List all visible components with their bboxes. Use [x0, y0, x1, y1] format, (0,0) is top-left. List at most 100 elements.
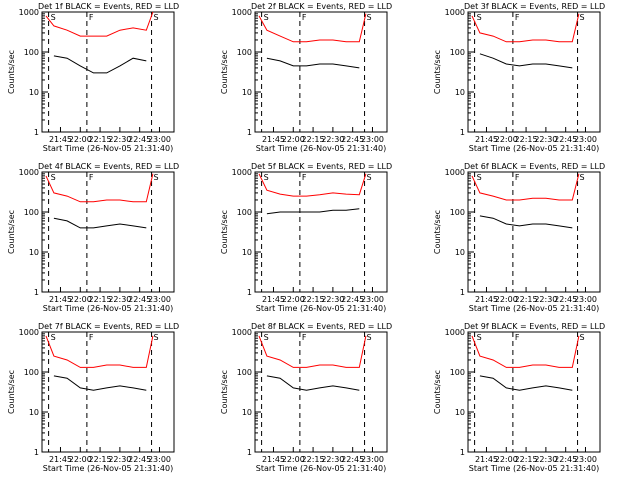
plot-frame: [467, 331, 601, 453]
marker-label: F: [89, 173, 94, 182]
x-tick-label: 22:30: [534, 295, 557, 304]
x-tick-label: 23:00: [574, 135, 597, 144]
y-tick-label: 10: [242, 88, 252, 97]
series-line: [471, 335, 580, 368]
x-tick-label: 22:15: [89, 455, 112, 464]
x-tick-label: 22:45: [341, 455, 364, 464]
y-tick-label: 10: [29, 248, 39, 257]
series-line: [266, 208, 360, 215]
marker-label: F: [89, 13, 94, 22]
x-tick-label: 22:15: [89, 295, 112, 304]
panel-title: Det 9f BLACK = Events, RED = LLD: [464, 322, 605, 331]
y-tick-label: 1: [34, 128, 39, 137]
marker-label: F: [302, 13, 307, 22]
x-tick-label: 21:45: [475, 295, 498, 304]
y-axis-label: Counts/sec: [433, 50, 442, 94]
y-tick-label: 1000: [232, 8, 252, 17]
y-tick-label: 100: [450, 48, 465, 57]
y-axis-label: Counts/sec: [220, 50, 229, 94]
x-tick-label: 23:00: [148, 295, 171, 304]
x-tick-label: 22:00: [282, 135, 305, 144]
x-tick-label: 22:45: [554, 295, 577, 304]
y-tick-label: 100: [237, 48, 252, 57]
marker-label: S: [264, 173, 269, 182]
y-tick-label: 1000: [232, 168, 252, 177]
panel-det-9: Det 9f BLACK = Events, RED = LLD 1 10 100 10…: [433, 322, 605, 473]
x-tick-label: 22:30: [108, 135, 131, 144]
x-tick-label: 23:00: [361, 455, 384, 464]
x-tick-label: 21:45: [262, 135, 285, 144]
y-tick-label: 1000: [445, 8, 465, 17]
plot-frame: [41, 331, 175, 453]
y-tick-label: 1000: [445, 168, 465, 177]
x-tick-label: 22:45: [341, 295, 364, 304]
x-axis-label: Start Time (26-Nov-05 21:31:40): [256, 464, 386, 473]
x-tick-label: 22:00: [69, 135, 92, 144]
marker-label: F: [302, 173, 307, 182]
plot-frame: [254, 11, 388, 133]
y-tick-label: 1000: [19, 328, 39, 337]
series-line: [471, 13, 580, 43]
series-line: [479, 375, 573, 391]
y-tick-label: 100: [237, 368, 252, 377]
plot-frame: [41, 11, 175, 133]
x-tick-label: 22:15: [515, 455, 538, 464]
y-tick-label: 1: [34, 448, 39, 457]
y-tick-label: 100: [450, 368, 465, 377]
marker-label: S: [264, 333, 269, 342]
x-tick-label: 22:15: [515, 295, 538, 304]
marker-label: S: [477, 173, 482, 182]
y-tick-label: 1000: [232, 328, 252, 337]
x-axis-label: Start Time (26-Nov-05 21:31:40): [469, 464, 599, 473]
x-tick-label: 22:00: [495, 295, 518, 304]
panel-det-1: Det 1f BLACK = Events, RED = LLD 1 10 100 10…: [7, 2, 179, 153]
x-tick-label: 23:00: [148, 135, 171, 144]
marker-label: S: [477, 333, 482, 342]
series-line: [53, 55, 147, 74]
y-axis-label: Counts/sec: [220, 370, 229, 414]
x-tick-label: 22:00: [69, 455, 92, 464]
x-tick-label: 21:45: [49, 295, 72, 304]
y-tick-label: 1000: [19, 168, 39, 177]
y-tick-label: 100: [237, 208, 252, 217]
series-line: [258, 335, 367, 368]
panel-det-7: Det 7f BLACK = Events, RED = LLD 1 10 100 10…: [7, 322, 179, 473]
x-tick-label: 21:45: [262, 295, 285, 304]
marker-label: F: [515, 173, 520, 182]
marker-label: F: [515, 333, 520, 342]
y-tick-label: 100: [24, 48, 39, 57]
marker-label: S: [367, 13, 372, 22]
plot-frame: [254, 331, 388, 453]
x-axis-label: Start Time (26-Nov-05 21:31:40): [469, 144, 599, 153]
marker-label: F: [89, 333, 94, 342]
marker-label: S: [580, 333, 585, 342]
y-tick-label: 10: [455, 248, 465, 257]
series-line: [266, 375, 360, 391]
y-tick-label: 1: [247, 448, 252, 457]
x-tick-label: 22:30: [321, 135, 344, 144]
x-tick-label: 22:45: [128, 455, 151, 464]
panel-title: Det 8f BLACK = Events, RED = LLD: [251, 322, 392, 331]
x-tick-label: 21:45: [475, 455, 498, 464]
y-axis-label: Counts/sec: [7, 210, 16, 254]
series-line: [53, 375, 147, 391]
y-tick-label: 1: [460, 448, 465, 457]
x-tick-label: 22:15: [302, 455, 325, 464]
marker-label: S: [580, 173, 585, 182]
x-axis-label: Start Time (26-Nov-05 21:31:40): [43, 304, 173, 313]
x-tick-label: 23:00: [574, 295, 597, 304]
panel-det-2: Det 2f BLACK = Events, RED = LLD 1 10 100 10…: [220, 2, 392, 153]
y-axis-label: Counts/sec: [220, 210, 229, 254]
y-tick-label: 1: [34, 288, 39, 297]
marker-label: S: [367, 333, 372, 342]
x-tick-label: 22:45: [554, 455, 577, 464]
marker-label: S: [580, 13, 585, 22]
x-tick-label: 22:45: [341, 135, 364, 144]
x-tick-label: 22:30: [321, 295, 344, 304]
series-line: [45, 11, 154, 37]
panel-det-3: Det 3f BLACK = Events, RED = LLD 1 10 100 10…: [433, 2, 605, 153]
y-tick-label: 10: [29, 88, 39, 97]
x-tick-label: 23:00: [574, 455, 597, 464]
y-axis-label: Counts/sec: [7, 370, 16, 414]
